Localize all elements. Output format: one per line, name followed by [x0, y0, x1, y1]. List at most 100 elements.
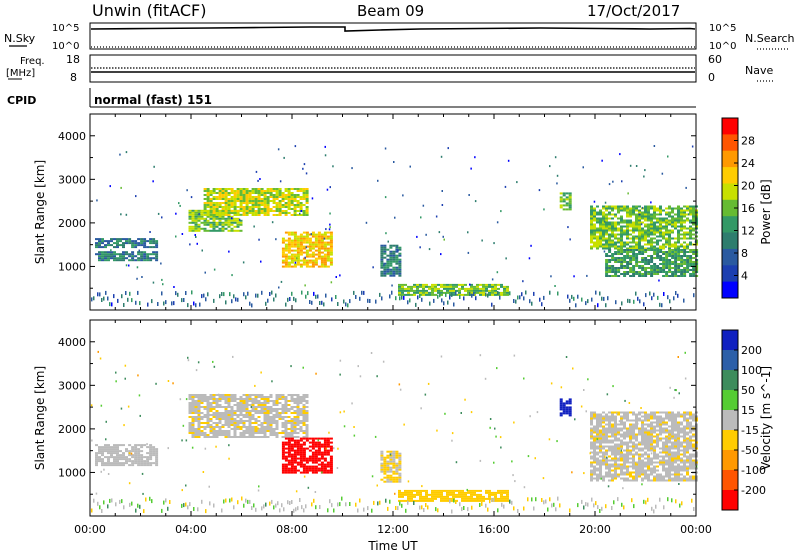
echo-cell [605, 461, 608, 464]
echo-cell [278, 194, 282, 196]
echo-cell [320, 461, 324, 464]
echo-cell [602, 457, 605, 460]
echo-cell [386, 258, 390, 261]
echo-cell [206, 200, 210, 202]
echo-cell [420, 216, 422, 219]
echo-cell [632, 241, 635, 244]
echo-cell [659, 221, 662, 224]
echo-cell [230, 418, 234, 420]
echo-cell [665, 449, 668, 452]
echo-cell [638, 441, 641, 444]
echo-cell [620, 259, 624, 261]
echo-cell [608, 241, 611, 244]
echo-cell [617, 257, 621, 259]
echo-cell [404, 493, 407, 496]
echo-cell [605, 473, 608, 476]
echo-cell [647, 477, 650, 480]
echo-cell [407, 285, 410, 288]
echo-cell [665, 437, 668, 440]
echo-cell [623, 417, 626, 420]
echo-cell [248, 190, 252, 192]
echo-cell [155, 257, 159, 260]
echo-cell [191, 420, 195, 422]
echo-cell [317, 245, 321, 248]
echo-cell [152, 452, 156, 455]
echo-cell [155, 452, 159, 455]
echo-cell [239, 406, 243, 408]
echo-cell [596, 475, 599, 478]
echo-cell [505, 257, 507, 260]
echo-cell [101, 257, 104, 260]
echo-cell [128, 460, 132, 463]
echo-cell [293, 449, 297, 452]
echo-cell [107, 240, 110, 243]
echo-cell [275, 206, 279, 208]
echo-cell [302, 463, 306, 466]
echo-cell [680, 441, 683, 444]
echo-cell [275, 202, 279, 204]
echo-cell [239, 396, 243, 398]
echo-cell [644, 447, 647, 450]
echo-cell [614, 415, 617, 418]
echo-cell [299, 235, 303, 238]
echo-cell [221, 223, 225, 226]
echo-cell [161, 291, 163, 296]
echo-cell [689, 219, 692, 222]
echo-cell [605, 243, 608, 246]
echo-cell [635, 219, 638, 222]
echo-cell [653, 465, 656, 468]
echo-cell [674, 423, 677, 426]
echo-cell [686, 427, 689, 430]
echo-cell [146, 259, 150, 262]
echo-cell [155, 246, 159, 249]
echo-cell [305, 172, 308, 175]
echo-cell [680, 211, 683, 214]
echo-cell [290, 449, 294, 452]
echo-cell [329, 245, 333, 248]
echo-cell [155, 456, 159, 459]
echo-cell [269, 410, 273, 412]
echo-cell [137, 444, 141, 447]
echo-cell [665, 223, 668, 226]
echo-cell [293, 263, 297, 266]
echo-cell [392, 258, 396, 261]
echo-cell [481, 239, 483, 242]
echo-cell [287, 408, 291, 410]
echo-cell [257, 436, 261, 438]
echo-cell [323, 257, 327, 260]
echo-cell [602, 235, 605, 238]
echo-cell [602, 415, 605, 418]
echo-cell [131, 460, 135, 463]
echo-cell [437, 491, 440, 494]
echo-cell [284, 459, 288, 462]
echo-cell [233, 420, 237, 422]
echo-cell [653, 265, 657, 267]
echo-cell [434, 287, 437, 290]
echo-cell [200, 432, 204, 434]
echo-cell [635, 207, 638, 210]
echo-cell [488, 495, 491, 498]
echo-cell [614, 461, 617, 464]
echo-cell [623, 231, 626, 234]
echo-cell [692, 267, 696, 269]
echo-cell [320, 443, 324, 446]
echo-cell [104, 257, 107, 260]
echo-cell [287, 297, 289, 302]
echo-cell [431, 489, 434, 492]
echo-cell [653, 477, 656, 480]
echo-cell [389, 254, 393, 257]
echo-cell [296, 457, 300, 460]
echo-cell [281, 261, 285, 264]
echo-cell [299, 459, 303, 462]
echo-cell [218, 192, 222, 194]
echo-cell [680, 221, 683, 224]
echo-cell [392, 480, 396, 483]
echo-cell [329, 455, 333, 458]
echo-cell [494, 289, 497, 292]
echo-cell [314, 445, 318, 448]
echo-cell [695, 253, 699, 255]
echo-cell [389, 252, 393, 255]
echo-cell [590, 455, 593, 458]
echo-cell [230, 422, 234, 424]
